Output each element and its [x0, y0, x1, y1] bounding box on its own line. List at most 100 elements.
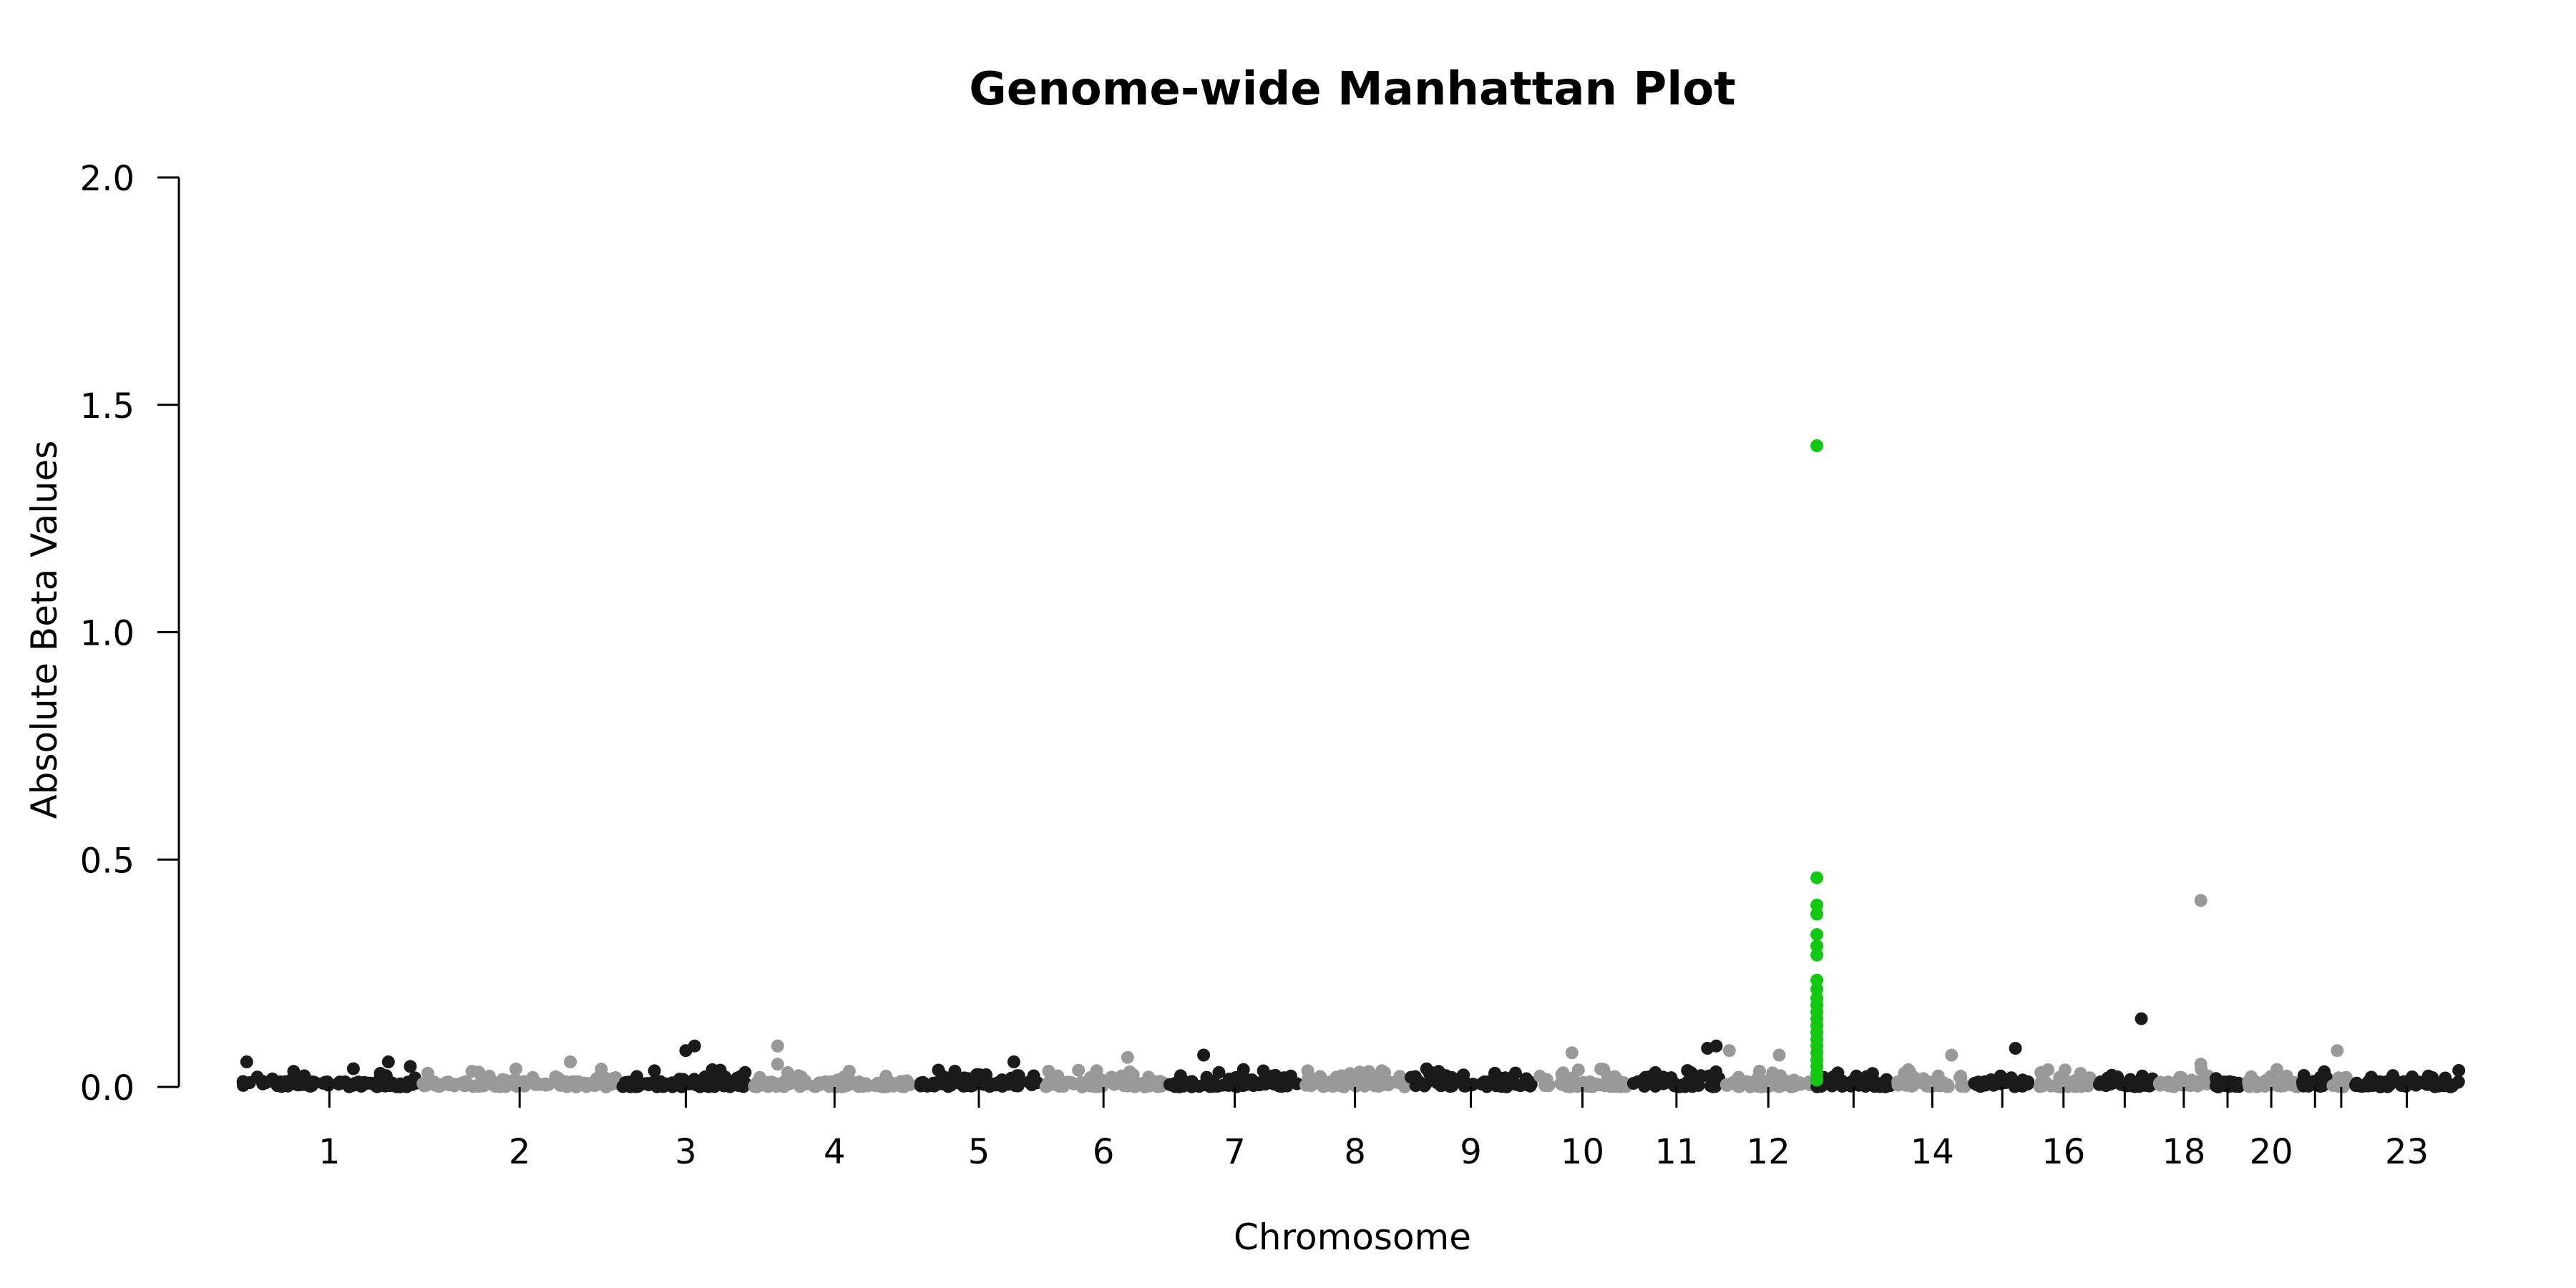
data-point [1891, 1075, 1905, 1088]
data-point [1434, 1079, 1448, 1093]
data-point [965, 1079, 978, 1093]
data-point [852, 1080, 865, 1093]
data-point [1753, 1065, 1766, 1078]
data-point-peak [564, 1055, 577, 1068]
data-point [417, 1078, 431, 1091]
highlight-layer [1810, 439, 1824, 1087]
data-point [406, 1076, 420, 1090]
data-point [594, 1070, 608, 1084]
data-point-peak [346, 1062, 360, 1075]
x-tick-label: 18 [2162, 1132, 2205, 1172]
data-point-peak [1945, 1048, 1958, 1062]
data-point [672, 1075, 686, 1088]
data-point [1412, 1077, 1425, 1091]
data-point [1163, 1078, 1176, 1091]
data-point [1206, 1080, 1220, 1093]
data-point [934, 1077, 947, 1091]
data-point [1763, 1079, 1777, 1093]
data-point [1858, 1072, 1872, 1085]
data-point [1420, 1062, 1433, 1075]
data-point [1922, 1075, 1936, 1089]
data-point [1533, 1069, 1546, 1083]
x-tick-label: 12 [1747, 1132, 1790, 1172]
data-point [1695, 1070, 1709, 1083]
data-point [1192, 1080, 1206, 1093]
x-tick-label: 7 [1224, 1132, 1246, 1172]
data-point [1831, 1066, 1845, 1080]
data-point [1302, 1071, 1315, 1085]
data-point [374, 1070, 387, 1084]
data-point [540, 1078, 553, 1091]
data-point [1655, 1075, 1669, 1089]
data-point [869, 1079, 882, 1093]
data-point-peak [688, 1039, 701, 1053]
data-point [2386, 1072, 2399, 1085]
x-axis-label: Chromosome [1233, 1216, 1472, 1258]
data-point [1903, 1076, 1917, 1089]
data-point [980, 1068, 993, 1081]
data-point [509, 1063, 522, 1075]
data-point [1348, 1078, 1362, 1092]
data-point-peak [404, 1060, 417, 1073]
data-point [706, 1063, 719, 1076]
data-point [236, 1075, 250, 1088]
data-point [2228, 1080, 2242, 1093]
data-point [281, 1079, 295, 1093]
data-point [648, 1064, 661, 1078]
data-point [2033, 1080, 2046, 1093]
y-tick-label: 0.0 [80, 1068, 135, 1108]
data-point-peak [2194, 894, 2207, 907]
data-point [1638, 1080, 1652, 1093]
data-point [1124, 1078, 1138, 1091]
data-point [549, 1070, 562, 1083]
data-point [529, 1078, 542, 1091]
data-point [1626, 1077, 1640, 1090]
data-point [333, 1075, 346, 1089]
data-point [1719, 1078, 1733, 1091]
data-point-peak [1197, 1048, 1211, 1062]
data-point [2280, 1069, 2293, 1083]
data-point [2210, 1072, 2223, 1085]
data-point-peak [1565, 1046, 1579, 1060]
data-point [2432, 1079, 2446, 1093]
highlight-point [1810, 948, 1824, 962]
data-point [2049, 1078, 2063, 1092]
data-point [1096, 1073, 1109, 1087]
data-point [2299, 1075, 2313, 1089]
data-point [624, 1076, 638, 1090]
data-point [1568, 1079, 1581, 1093]
data-point [1008, 1075, 1020, 1088]
data-point [696, 1076, 709, 1090]
x-tick-label: 2 [509, 1132, 531, 1172]
data-point [823, 1080, 836, 1093]
data-point [1589, 1078, 1603, 1091]
data-point [770, 1080, 784, 1093]
data-point [1081, 1075, 1095, 1088]
data-point [1898, 1066, 1911, 1080]
data-point [1556, 1069, 1569, 1083]
data-point [421, 1066, 434, 1080]
data-point [1707, 1078, 1720, 1091]
data-point [2350, 1076, 2363, 1090]
data-point [1508, 1066, 1522, 1080]
data-point-peak [1722, 1044, 1736, 1058]
data-point [459, 1079, 472, 1092]
data-point [1520, 1072, 1533, 1085]
data-point [316, 1076, 330, 1090]
highlight-point [1810, 940, 1824, 952]
points-layer [236, 894, 2466, 1093]
data-point [1042, 1065, 1055, 1078]
x-tick-label: 8 [1344, 1132, 1366, 1172]
data-point [2080, 1075, 2094, 1088]
data-point [2058, 1063, 2072, 1077]
data-point-peak [1007, 1055, 1020, 1068]
data-point [1150, 1076, 1163, 1090]
data-point [1334, 1078, 1347, 1092]
data-point-peak [381, 1055, 395, 1068]
data-point [2041, 1063, 2055, 1076]
data-point [2420, 1078, 2434, 1091]
x-tick-label: 11 [1654, 1132, 1698, 1172]
x-tick-label: 16 [2041, 1132, 2085, 1172]
data-point-peak [771, 1039, 784, 1053]
